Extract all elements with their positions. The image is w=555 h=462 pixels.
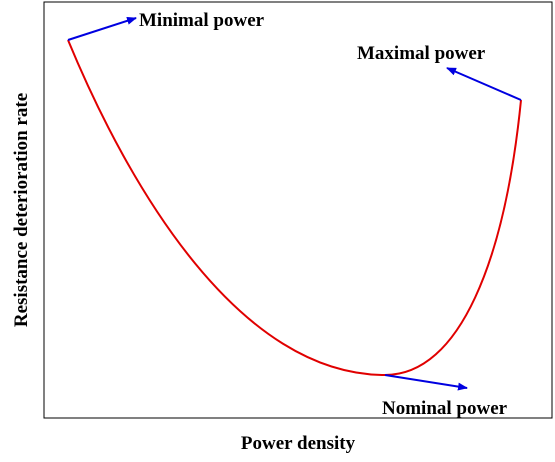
arrow	[384, 374, 468, 391]
arrow	[67, 16, 137, 41]
annotation: Maximal power	[357, 43, 486, 64]
x-axis-label: Power density	[241, 433, 356, 454]
plot-frame	[43, 1, 553, 419]
y-axis-label: Resistance deterioration rate	[11, 93, 32, 327]
curve	[67, 39, 522, 377]
arrow	[446, 67, 522, 101]
annotation: Minimal power	[139, 10, 265, 31]
annotation: Nominal power	[382, 398, 508, 419]
